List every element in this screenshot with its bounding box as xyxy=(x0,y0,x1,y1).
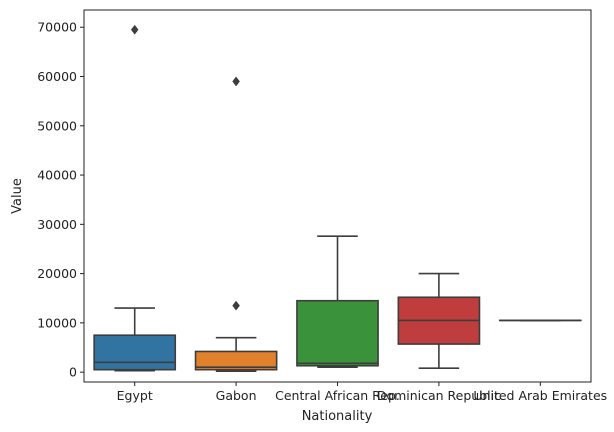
boxes-group xyxy=(93,24,582,372)
y-tick-label: 70000 xyxy=(37,20,77,35)
y-tick-label: 0 xyxy=(69,365,77,380)
x-tick-label: United Arab Emirates xyxy=(473,388,607,403)
y-axis-title: Value xyxy=(10,178,25,214)
plot-frame xyxy=(83,9,592,383)
iqr-box xyxy=(296,299,379,367)
iqr-box xyxy=(93,334,177,371)
x-axis: Egypt Gabon Central African Rep.Dominican … xyxy=(117,382,607,403)
box-3 xyxy=(397,272,481,370)
iqr-box xyxy=(194,350,278,371)
box-0 xyxy=(93,24,177,372)
y-tick-label: 10000 xyxy=(37,315,77,330)
x-tick-label: Dominican Republic xyxy=(377,388,501,403)
y-tick-label: 50000 xyxy=(37,118,77,133)
box-2 xyxy=(296,235,379,369)
x-axis-title: Nationality xyxy=(302,409,373,424)
y-tick-label: 40000 xyxy=(37,168,77,183)
outlier-point xyxy=(232,300,240,311)
box-1 xyxy=(194,76,278,372)
x-tick-label: Gabon xyxy=(216,388,257,403)
outlier-point xyxy=(130,24,139,35)
y-tick-label: 20000 xyxy=(37,266,77,281)
y-tick-label: 60000 xyxy=(37,69,77,84)
outlier-point xyxy=(232,76,240,87)
y-tick-label: 30000 xyxy=(37,217,77,232)
x-tick-label: Central African Rep. xyxy=(275,388,400,403)
y-axis: 0 10000 20000 30000 40000 50000 60000 70000 xyxy=(37,20,84,380)
x-tick-label: Egypt xyxy=(117,388,153,403)
